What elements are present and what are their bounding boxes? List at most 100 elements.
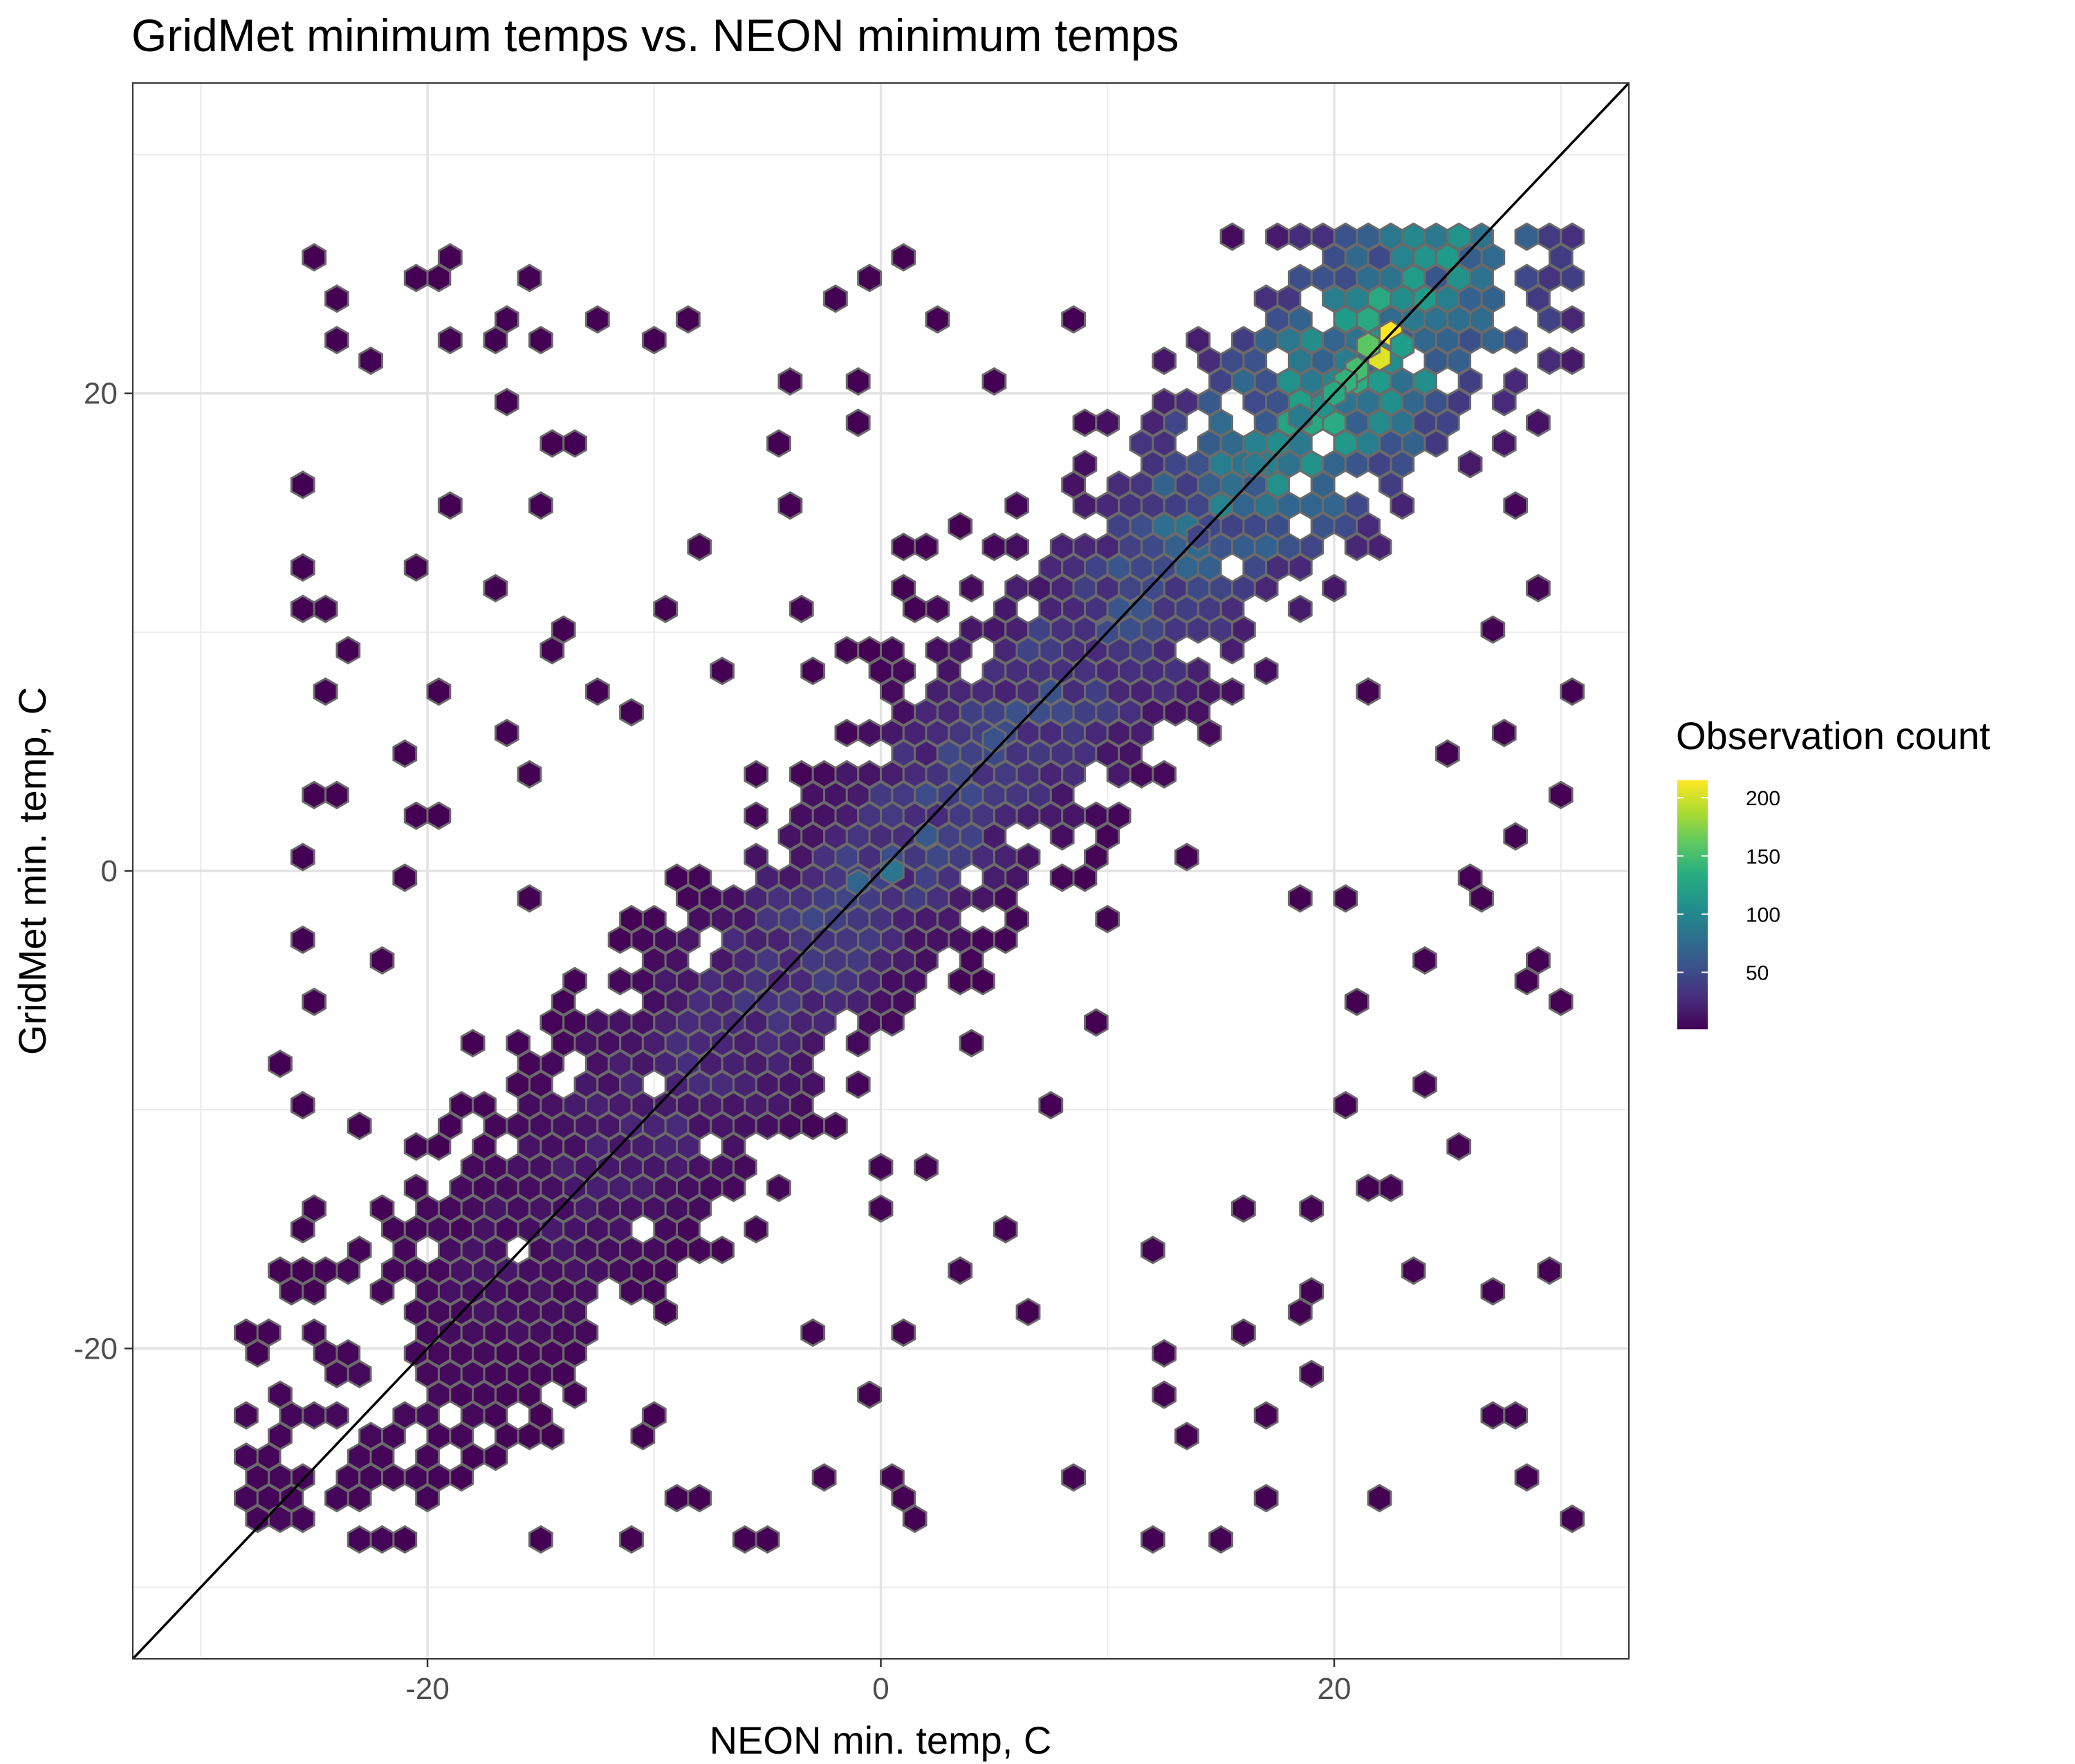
hex-bin: [891, 532, 916, 562]
hex-bin: [1457, 450, 1483, 479]
hex-bin: [1548, 987, 1574, 1016]
hex-bin: [1333, 1090, 1358, 1120]
hex-bin: [1015, 843, 1041, 872]
hex-bin: [959, 1029, 984, 1058]
y-axis-ticks: -20 0 20: [73, 377, 133, 1366]
hex-bin: [302, 987, 327, 1016]
hex-bin: [1503, 1401, 1528, 1430]
hex-bin: [1560, 346, 1585, 376]
hex-bin: [403, 1132, 429, 1161]
hex-bin: [302, 243, 327, 272]
hex-bin: [744, 760, 769, 789]
hex-bin: [788, 760, 814, 789]
legend-tick-label: 150: [1746, 845, 1780, 868]
hex-bin: [1152, 1339, 1177, 1368]
hex-bin: [369, 946, 395, 975]
reference-line: [133, 83, 1629, 1659]
hex-bin: [302, 1194, 327, 1223]
hex-bin: [732, 1525, 757, 1554]
hex-bin: [1537, 1256, 1562, 1285]
hex-bin: [1049, 863, 1075, 892]
hex-bin: [528, 491, 553, 520]
hex-bin: [1242, 450, 1268, 479]
hex-bin: [710, 1235, 735, 1265]
hex-bin: [845, 868, 871, 897]
hex-bin: [914, 1152, 939, 1182]
legend-tick-label: 100: [1746, 903, 1780, 926]
hex-bin: [1457, 863, 1483, 892]
hex-bin: [1061, 305, 1086, 334]
hex-bin: [392, 863, 418, 892]
hex-bin: [562, 429, 587, 458]
hex-bin: [290, 843, 315, 872]
hex-bin: [981, 532, 1007, 562]
hex-bin: [335, 1339, 361, 1368]
hex-bin: [1412, 946, 1437, 975]
hex-bin: [777, 491, 803, 520]
hex-bin: [1344, 491, 1370, 520]
hex-bin: [857, 636, 882, 665]
hex-bin: [1186, 325, 1211, 355]
hex-bin: [234, 1401, 259, 1430]
hex-bin: [324, 1401, 349, 1430]
hex-bin: [1356, 677, 1381, 706]
hex-bin: [834, 636, 860, 665]
hex-bin: [1503, 367, 1528, 396]
hex-bin: [1095, 408, 1120, 437]
hex-bin: [403, 1173, 429, 1202]
hex-bin: [437, 325, 463, 355]
hex-bin: [1526, 946, 1551, 975]
hex-bin: [562, 966, 587, 995]
hex-bin: [234, 1318, 259, 1348]
legend-tick-label: 50: [1746, 962, 1769, 985]
x-tick-label: -20: [405, 1672, 450, 1706]
hex-bin: [857, 1380, 882, 1409]
hex-bin: [426, 677, 452, 706]
hex-bin: [1231, 325, 1256, 355]
hex-bin: [1446, 1132, 1472, 1161]
hex-bin: [1310, 222, 1336, 251]
hex-bin: [313, 677, 338, 706]
hex-bin: [347, 1235, 372, 1265]
hex-bin: [891, 243, 916, 272]
hex-bin: [857, 718, 882, 748]
hex-bin: [925, 594, 950, 623]
hex-bin: [1299, 1359, 1325, 1388]
hex-bin: [494, 718, 519, 748]
hex-bin: [517, 760, 542, 789]
hex-bin: [959, 573, 984, 603]
x-tick-label: 0: [872, 1672, 889, 1706]
hex-bin: [845, 367, 871, 396]
hex-bin: [313, 594, 338, 623]
hex-bin: [256, 1318, 282, 1348]
hex-bin: [1367, 1483, 1392, 1513]
hex-bin: [1004, 491, 1029, 520]
hex-bin: [653, 594, 678, 623]
hex-bin: [1514, 1463, 1540, 1492]
hex-bin: [449, 1090, 474, 1120]
legend-ticks: 50 100 150 200: [1677, 787, 1780, 985]
hex-bin: [1061, 1463, 1086, 1492]
hex-bin: [981, 725, 1007, 754]
y-tick-label: 20: [84, 377, 118, 411]
hex-bin: [302, 1318, 327, 1348]
hex-bin: [1322, 573, 1347, 603]
hex-bin: [1219, 677, 1245, 706]
hex-bin: [324, 780, 349, 809]
hex-bin: [517, 264, 542, 293]
hex-bin: [1174, 387, 1199, 416]
hex-bin: [483, 573, 508, 603]
hex-bin: [1560, 222, 1585, 251]
hex-bin: [800, 1318, 826, 1348]
hex-bin: [1356, 331, 1381, 360]
hex-bin: [1378, 1173, 1403, 1202]
x-tick-label: 20: [1317, 1672, 1351, 1706]
hex-bin: [551, 615, 576, 644]
hex-bin: [744, 1215, 769, 1244]
hex-bin: [347, 1525, 372, 1554]
hex-bin: [324, 325, 349, 355]
hex-bin: [1140, 1525, 1165, 1554]
hex-bin: [1333, 222, 1358, 251]
hex-bin: [290, 925, 315, 955]
